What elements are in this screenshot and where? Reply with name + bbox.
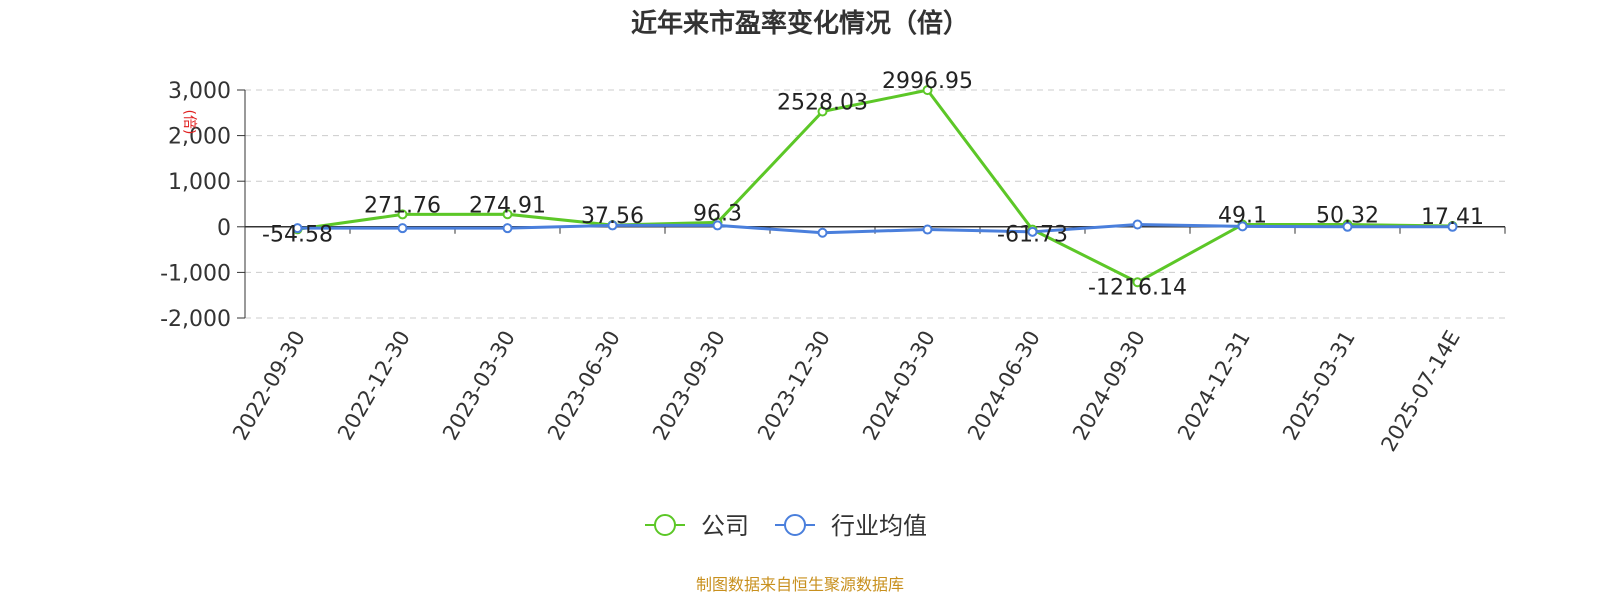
- x-tick-label: 2023-09-30: [648, 327, 730, 445]
- data-label: 274.91: [469, 193, 546, 218]
- data-label: 96.3: [693, 201, 742, 226]
- data-point: [922, 85, 933, 96]
- data-point: [1237, 221, 1248, 232]
- data-label: 37.56: [581, 204, 644, 229]
- data-label: 2528.03: [777, 91, 868, 116]
- series-line: [297, 88, 1453, 284]
- legend-label: 行业均值: [831, 512, 927, 540]
- x-tick-label: 2023-06-30: [543, 327, 625, 445]
- data-label: 49.1: [1218, 204, 1267, 229]
- x-tick-label: 2022-09-30: [228, 327, 310, 445]
- data-point: [607, 220, 618, 231]
- chart-title: 近年来市盈率变化情况（倍）: [631, 8, 969, 39]
- data-point: [1132, 277, 1143, 288]
- x-tick-label: 2022-12-30: [333, 327, 415, 445]
- y-axis-label: (倍): [181, 110, 197, 135]
- data-labels: -54.58 271.76 274.91 37.56 96.3 2528.03 2996.9…: [262, 69, 1484, 300]
- data-point: [502, 223, 513, 234]
- legend-swatch-marker: [654, 514, 676, 536]
- data-point: [1342, 221, 1353, 232]
- data-label: -61.73: [997, 223, 1068, 248]
- data-point: [502, 209, 513, 220]
- legend-swatch-marker: [784, 514, 806, 536]
- data-point: [292, 223, 303, 234]
- y-tick-label: 3,000: [168, 79, 231, 104]
- source-note: 制图数据来自恒生聚源数据库: [696, 575, 904, 594]
- data-point: [817, 106, 828, 117]
- legend-label: 公司: [701, 512, 749, 540]
- y-tick-label: -1,000: [160, 261, 231, 286]
- x-tick-label: 2023-03-30: [438, 327, 520, 445]
- data-point: [922, 224, 933, 235]
- data-point: [817, 227, 828, 238]
- y-tick-label: 0: [217, 216, 231, 241]
- data-label: 271.76: [364, 193, 441, 218]
- x-tick-label: 2024-06-30: [963, 327, 1045, 445]
- legend: 公司 行业均值: [645, 512, 927, 540]
- data-point: [1132, 219, 1143, 230]
- series-line: [297, 223, 1453, 235]
- y-tick-label: 1,000: [168, 170, 231, 195]
- data-point: [397, 223, 408, 234]
- data-label: 50.32: [1316, 204, 1379, 229]
- data-point: [1447, 221, 1458, 232]
- y-tick-label: -2,000: [160, 307, 231, 332]
- grid-lines: [245, 89, 1505, 319]
- data-label: 17.41: [1421, 205, 1484, 230]
- x-tick-label: 2023-12-30: [753, 327, 835, 445]
- x-tick-label: 2024-09-30: [1068, 327, 1150, 445]
- data-point: [712, 220, 723, 231]
- y-tick-label: 2,000: [168, 125, 231, 150]
- data-point: [397, 209, 408, 220]
- data-point: [1027, 226, 1038, 237]
- series-lines: [292, 85, 1458, 288]
- data-label: -54.58: [262, 222, 333, 247]
- x-tick-label: 2025-03-31: [1278, 327, 1360, 445]
- x-tick-label: 2024-03-30: [858, 327, 940, 445]
- data-label: -1216.14: [1088, 275, 1187, 300]
- x-tick-label: 2025-07-14E: [1376, 327, 1464, 456]
- x-tick-label: 2024-12-31: [1173, 327, 1255, 445]
- data-label: 2996.95: [882, 69, 973, 94]
